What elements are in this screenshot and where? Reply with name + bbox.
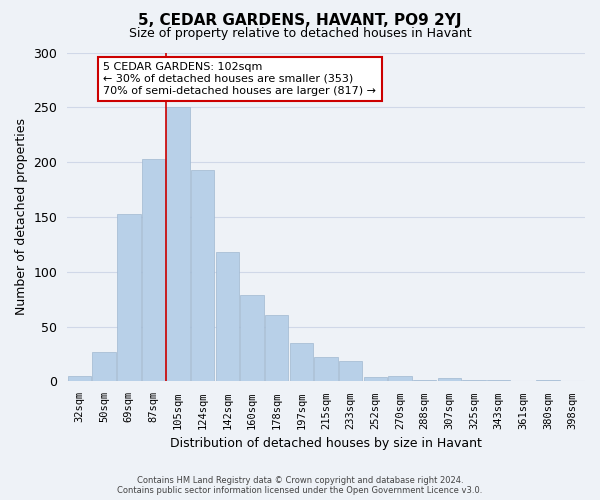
Bar: [463, 380, 486, 382]
Text: Size of property relative to detached houses in Havant: Size of property relative to detached ho…: [128, 28, 472, 40]
Bar: [92, 352, 116, 382]
Bar: [290, 343, 313, 382]
Text: 5 CEDAR GARDENS: 102sqm
← 30% of detached houses are smaller (353)
70% of semi-d: 5 CEDAR GARDENS: 102sqm ← 30% of detache…: [103, 62, 376, 96]
Bar: [536, 380, 560, 382]
Y-axis label: Number of detached properties: Number of detached properties: [15, 118, 28, 316]
Bar: [388, 376, 412, 382]
Bar: [265, 314, 289, 382]
Text: Contains HM Land Registry data © Crown copyright and database right 2024.
Contai: Contains HM Land Registry data © Crown c…: [118, 476, 482, 495]
Bar: [314, 358, 338, 382]
Bar: [216, 252, 239, 382]
Bar: [166, 108, 190, 382]
X-axis label: Distribution of detached houses by size in Havant: Distribution of detached houses by size …: [170, 437, 482, 450]
Bar: [191, 170, 214, 382]
Bar: [487, 380, 511, 382]
Text: 5, CEDAR GARDENS, HAVANT, PO9 2YJ: 5, CEDAR GARDENS, HAVANT, PO9 2YJ: [138, 12, 462, 28]
Bar: [364, 377, 387, 382]
Bar: [413, 380, 436, 382]
Bar: [142, 159, 165, 382]
Bar: [437, 378, 461, 382]
Bar: [339, 360, 362, 382]
Bar: [117, 214, 140, 382]
Bar: [241, 295, 264, 382]
Bar: [68, 376, 91, 382]
